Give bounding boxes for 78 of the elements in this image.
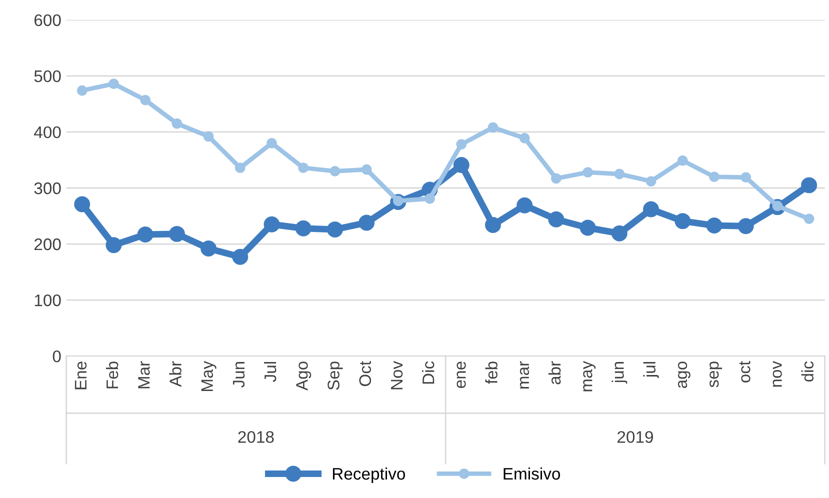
point: [232, 248, 248, 265]
x-tick-label: Ago: [296, 362, 312, 391]
x-tick-label: Jun: [232, 362, 245, 388]
point: [200, 240, 217, 256]
y-tick-label: 200: [34, 238, 61, 250]
x-tick-label: abr: [548, 361, 561, 384]
x-tick-label: dic: [801, 361, 814, 382]
point: [709, 172, 720, 182]
point: [801, 177, 818, 194]
point: [740, 172, 752, 183]
legend-label: Receptivo: [332, 467, 406, 483]
legend-label: Emisivo: [504, 467, 560, 480]
point: [361, 164, 372, 175]
point: [582, 167, 594, 178]
point: [326, 221, 343, 238]
point: [519, 132, 530, 144]
point: [804, 214, 814, 224]
point: [234, 162, 246, 174]
x-tick-label: Jul: [264, 362, 276, 382]
point: [548, 211, 564, 228]
point: [76, 85, 88, 96]
x-tick-label: jul: [643, 362, 659, 378]
point: [137, 226, 154, 242]
y-tick-label: 500: [34, 70, 61, 82]
point: [108, 78, 119, 89]
point: [203, 131, 214, 142]
x-tick-label: Feb: [106, 362, 118, 388]
point: [106, 237, 122, 254]
point: [74, 196, 90, 212]
text: 2019: [618, 431, 653, 443]
point: [453, 157, 470, 174]
point: [485, 216, 501, 233]
x-tick-label: Dic: [422, 361, 434, 384]
x-tick-label: ene: [456, 362, 466, 388]
point: [674, 213, 691, 230]
point: [140, 94, 151, 106]
point: [172, 118, 182, 129]
x-tick-label: Abr: [169, 361, 182, 387]
point: [168, 226, 185, 242]
x-tick-label: Oct: [359, 361, 372, 386]
y-tick-label: 100: [34, 294, 61, 306]
point: [516, 197, 533, 214]
x-tick-label: nov: [772, 360, 782, 387]
x-tick-label: feb: [485, 362, 498, 384]
point: [580, 220, 596, 236]
point: [424, 193, 435, 204]
point: [358, 214, 375, 231]
point: [551, 173, 562, 184]
x-tick-label: sep: [710, 362, 722, 388]
point: [266, 138, 277, 148]
point: [330, 166, 340, 176]
x-tick-label: May: [201, 360, 216, 392]
point: [646, 176, 656, 186]
y-tick-label: 600: [34, 14, 61, 26]
point: [295, 220, 312, 236]
point: [264, 216, 280, 232]
x-tick-label: mar: [520, 361, 530, 389]
point: [614, 168, 625, 180]
point: [488, 122, 498, 133]
x-tick-label: Sep: [328, 362, 343, 390]
point: [738, 218, 754, 234]
x-tick-label: may: [583, 360, 596, 392]
point: [677, 155, 688, 166]
x-tick-label: jun: [612, 362, 628, 384]
x-tick-label: oct: [739, 361, 750, 382]
y-tick-label: 400: [34, 126, 61, 138]
x-tick-label: Nov: [391, 360, 403, 390]
x-tick-label: Mar: [138, 361, 150, 388]
point: [706, 218, 722, 234]
text: 2018: [238, 431, 274, 443]
y-tick-label: 0: [52, 350, 61, 362]
point: [643, 201, 660, 218]
point: [611, 225, 628, 242]
point: [456, 139, 467, 150]
x-tick-label: Ene: [74, 362, 87, 390]
y-tick-label: 300: [34, 182, 61, 194]
x-tick-label: ago: [678, 362, 690, 388]
point: [298, 162, 309, 174]
